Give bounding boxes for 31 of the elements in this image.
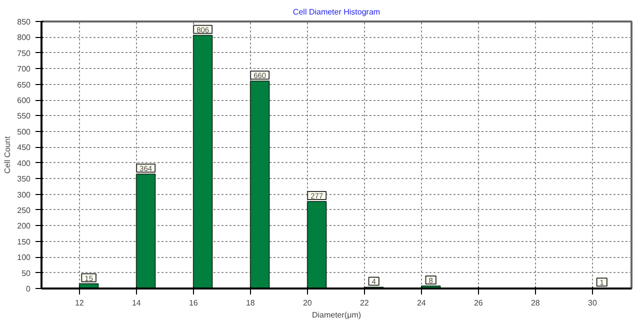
y-tick-label: 250: [17, 206, 32, 215]
x-tick-label: 22: [360, 298, 370, 308]
y-tick-label: 550: [17, 112, 32, 121]
y-tick-label: 450: [17, 143, 32, 152]
y-tick-label: 800: [17, 33, 32, 42]
x-tick-label: 26: [474, 298, 484, 308]
x-tick-label: 20: [302, 298, 312, 308]
y-tick-label: 700: [17, 64, 32, 74]
y-tick-label: 500: [17, 127, 32, 136]
x-tick-label: 18: [246, 298, 256, 308]
x-tick-label: 28: [531, 298, 540, 308]
y-tick-label: 600: [17, 96, 32, 106]
y-tick-label: 350: [17, 174, 32, 184]
y-tick-label: 50: [22, 268, 32, 278]
y-tick-label: 400: [17, 158, 32, 168]
y-tick-label: 0: [26, 284, 32, 294]
y-tick-label: 150: [17, 237, 32, 246]
x-tick-label: 24: [416, 298, 426, 308]
x-tick-label: 12: [74, 298, 84, 308]
x-axis-title: Diameter(μm): [312, 310, 362, 320]
y-tick-label: 850: [17, 18, 32, 26]
y-tick-label: 750: [17, 48, 32, 58]
x-tick-label: 16: [188, 298, 198, 308]
y-tick-label: 200: [17, 222, 32, 231]
y-tick-label: 300: [17, 190, 32, 200]
y-axis-title: Cell Count: [3, 136, 12, 174]
chart-title: Cell Diameter Histogram: [292, 8, 380, 16]
y-tick-label: 650: [17, 80, 32, 90]
y-tick-label: 100: [17, 253, 32, 262]
x-tick-label: 14: [132, 298, 142, 308]
x-tick-label: 30: [588, 298, 598, 308]
